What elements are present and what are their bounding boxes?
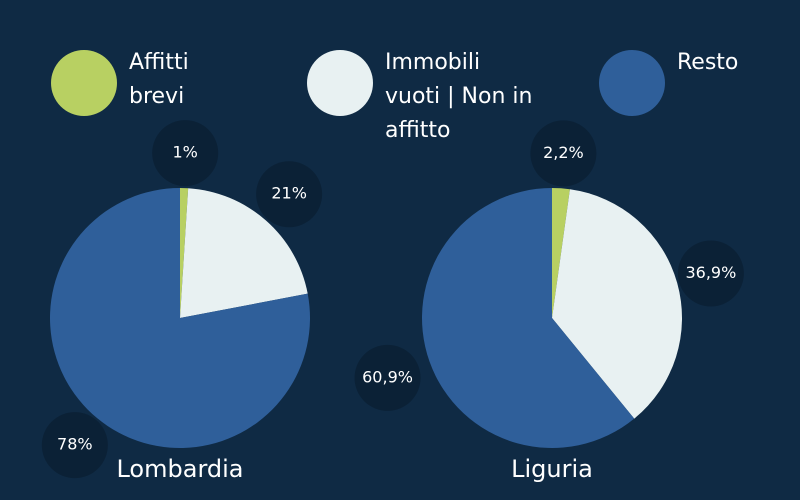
- label-bubble: [530, 120, 597, 187]
- legend-item: Immobili vuoti | Non in affitto: [307, 50, 535, 148]
- pie-slice: [50, 188, 310, 448]
- label-bubble: [354, 344, 421, 411]
- label-bubble: [152, 120, 219, 187]
- legend-swatch: [307, 50, 373, 116]
- label-bubble: [677, 240, 744, 307]
- data-label: 2,2%: [543, 143, 584, 162]
- data-label: 21%: [271, 184, 307, 203]
- legend: Affitti brevi Immobili vuoti | Non in aff…: [0, 0, 800, 150]
- legend-swatch: [599, 50, 665, 116]
- pie-slice: [422, 188, 635, 449]
- pie-slice: [180, 188, 308, 318]
- pie-slice: [552, 188, 570, 318]
- legend-label: Resto: [677, 50, 739, 75]
- legend-swatch: [51, 50, 117, 116]
- pie-title: Lombardia: [116, 455, 243, 483]
- data-label: 36,9%: [685, 263, 736, 282]
- legend-label: Affitti brevi: [129, 50, 189, 109]
- legend-label: Immobili vuoti | Non in affitto: [385, 50, 533, 143]
- pie-slice: [552, 189, 683, 419]
- label-bubble: [41, 412, 108, 479]
- legend-item: Resto: [599, 50, 777, 116]
- pie-title: Liguria: [511, 455, 593, 483]
- data-label: 78%: [57, 435, 93, 454]
- legend-item: Affitti brevi: [51, 50, 239, 116]
- label-bubble: [256, 161, 323, 228]
- pie-slice: [180, 188, 189, 318]
- data-label: 1%: [172, 143, 197, 162]
- data-label: 60,9%: [362, 367, 413, 386]
